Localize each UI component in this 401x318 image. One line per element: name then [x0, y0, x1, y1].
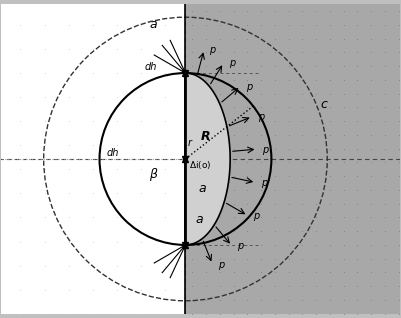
Text: dh: dh [106, 148, 119, 157]
Text: r: r [188, 138, 192, 148]
Text: p: p [246, 81, 252, 92]
Text: β: β [149, 168, 157, 181]
Text: dh: dh [144, 62, 156, 72]
Text: p: p [261, 178, 267, 188]
Text: a: a [149, 18, 157, 31]
Text: p: p [253, 211, 259, 221]
Polygon shape [185, 73, 230, 245]
Text: p: p [209, 45, 216, 55]
Text: a: a [198, 182, 206, 195]
Text: a: a [196, 213, 203, 226]
Text: c: c [320, 98, 327, 111]
Text: p: p [257, 112, 264, 122]
Polygon shape [0, 0, 185, 318]
Text: R: R [201, 130, 211, 143]
Text: p: p [237, 241, 243, 251]
Text: p: p [263, 145, 269, 155]
Polygon shape [185, 0, 401, 318]
Text: p: p [229, 58, 235, 68]
Text: p: p [218, 259, 224, 270]
Text: $\Delta$i(o): $\Delta$i(o) [189, 159, 211, 170]
